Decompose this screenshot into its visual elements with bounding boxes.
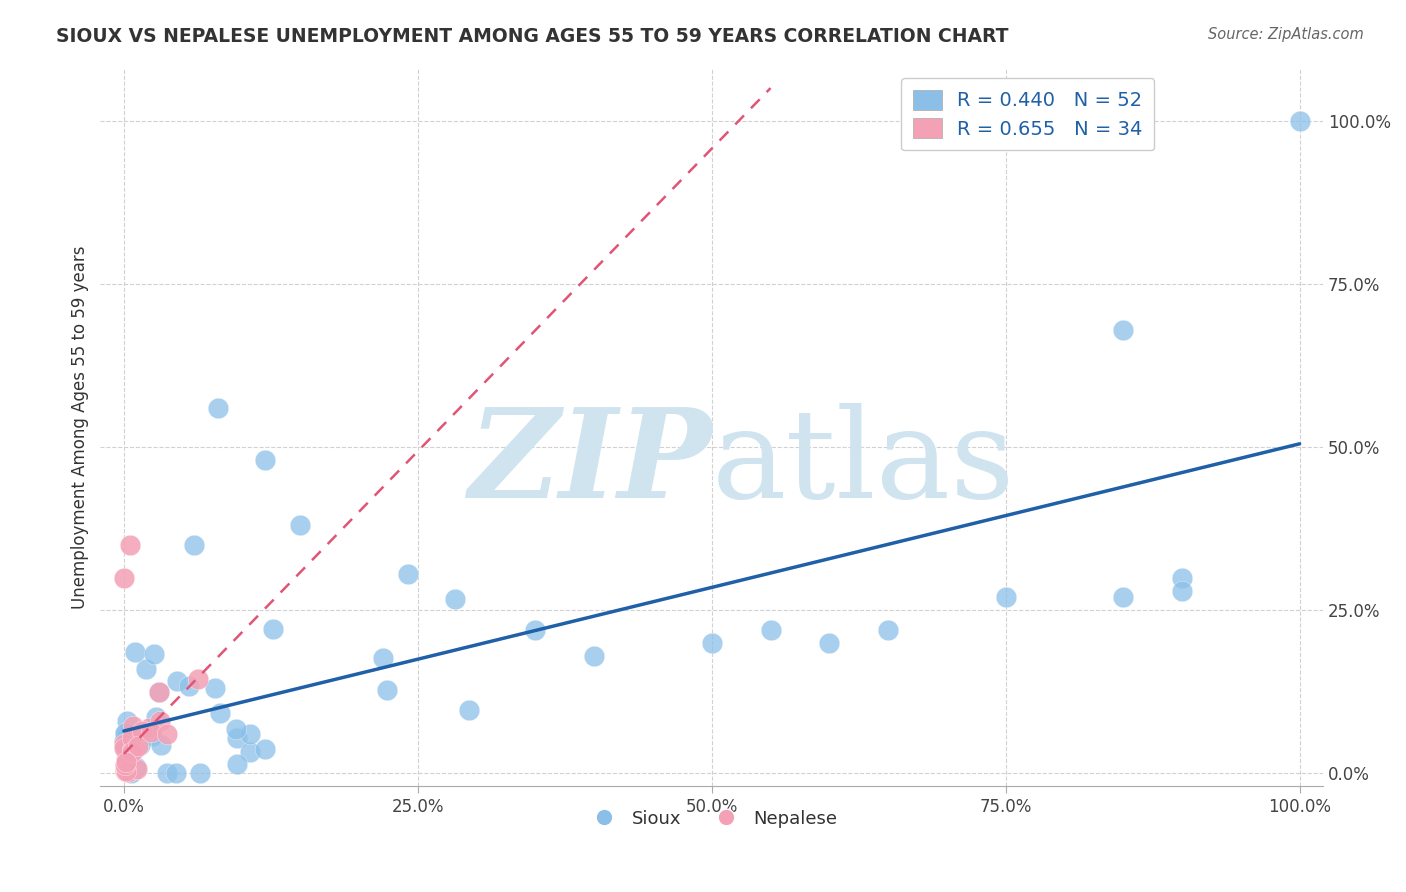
Point: [183, 538, 205, 552]
Point: [145, 709, 167, 723]
Point: [262, 622, 284, 636]
Point: [121, 745, 143, 759]
Point: [149, 714, 172, 729]
Point: [225, 756, 247, 771]
Point: [373, 651, 395, 665]
Text: SIOUX VS NEPALESE UNEMPLOYMENT AMONG AGES 55 TO 59 YEARS CORRELATION CHART: SIOUX VS NEPALESE UNEMPLOYMENT AMONG AGE…: [56, 27, 1008, 45]
Point: [225, 722, 247, 736]
Point: [156, 727, 179, 741]
Point: [112, 737, 135, 751]
Point: [187, 672, 209, 686]
Point: [118, 758, 141, 772]
Point: [179, 680, 201, 694]
Point: [124, 645, 146, 659]
Point: [125, 762, 148, 776]
Point: [148, 684, 170, 698]
Y-axis label: Unemployment Among Ages 55 to 59 years: Unemployment Among Ages 55 to 59 years: [72, 246, 89, 609]
Point: [524, 623, 547, 637]
Point: [114, 758, 136, 772]
Point: [150, 738, 173, 752]
Point: [1171, 571, 1194, 585]
Point: [396, 566, 419, 581]
Point: [114, 764, 136, 778]
Point: [120, 766, 142, 780]
Point: [118, 538, 141, 552]
Point: [225, 731, 247, 746]
Point: [138, 721, 160, 735]
Point: [122, 719, 145, 733]
Point: [994, 591, 1017, 605]
Point: [120, 742, 142, 756]
Point: [114, 764, 136, 778]
Point: [115, 753, 138, 767]
Point: [818, 636, 841, 650]
Point: [135, 663, 157, 677]
Point: [115, 764, 138, 779]
Point: [112, 733, 135, 747]
Point: [115, 763, 138, 777]
Point: [207, 401, 229, 415]
Text: ZIP: ZIP: [468, 402, 711, 524]
Point: [117, 744, 139, 758]
Point: [125, 760, 148, 774]
Point: [148, 684, 170, 698]
Point: [139, 725, 162, 739]
Point: [118, 761, 141, 775]
Point: [458, 703, 481, 717]
Point: [443, 592, 465, 607]
Point: [253, 453, 276, 467]
Point: [208, 706, 231, 720]
Text: atlas: atlas: [711, 403, 1015, 524]
Point: [117, 765, 139, 780]
Point: [115, 760, 138, 774]
Point: [583, 648, 606, 663]
Point: [165, 766, 187, 780]
Point: [1112, 591, 1135, 605]
Point: [877, 623, 900, 637]
Point: [142, 647, 165, 661]
Point: [127, 739, 149, 754]
Point: [117, 753, 139, 767]
Point: [131, 723, 153, 738]
Point: [124, 742, 146, 756]
Point: [156, 766, 179, 780]
Point: [112, 740, 135, 755]
Point: [114, 727, 136, 741]
Point: [115, 728, 138, 742]
Point: [112, 571, 135, 585]
Point: [759, 623, 782, 637]
Point: [141, 729, 163, 743]
Point: [128, 738, 150, 752]
Point: [121, 731, 143, 745]
Point: [1112, 323, 1135, 337]
Point: [375, 682, 398, 697]
Point: [290, 518, 312, 533]
Point: [239, 745, 262, 759]
Point: [1288, 113, 1310, 128]
Point: [114, 740, 136, 755]
Point: [253, 742, 276, 756]
Point: [115, 755, 138, 769]
Point: [190, 766, 212, 780]
Point: [117, 762, 139, 776]
Point: [121, 742, 143, 756]
Point: [118, 764, 141, 778]
Point: [204, 681, 226, 695]
Text: Source: ZipAtlas.com: Source: ZipAtlas.com: [1208, 27, 1364, 42]
Point: [114, 725, 136, 739]
Point: [700, 636, 723, 650]
Point: [117, 714, 139, 729]
Point: [117, 763, 139, 777]
Point: [239, 727, 262, 741]
Legend: Sioux, Nepalese: Sioux, Nepalese: [579, 803, 845, 835]
Point: [1171, 583, 1194, 598]
Point: [166, 674, 188, 689]
